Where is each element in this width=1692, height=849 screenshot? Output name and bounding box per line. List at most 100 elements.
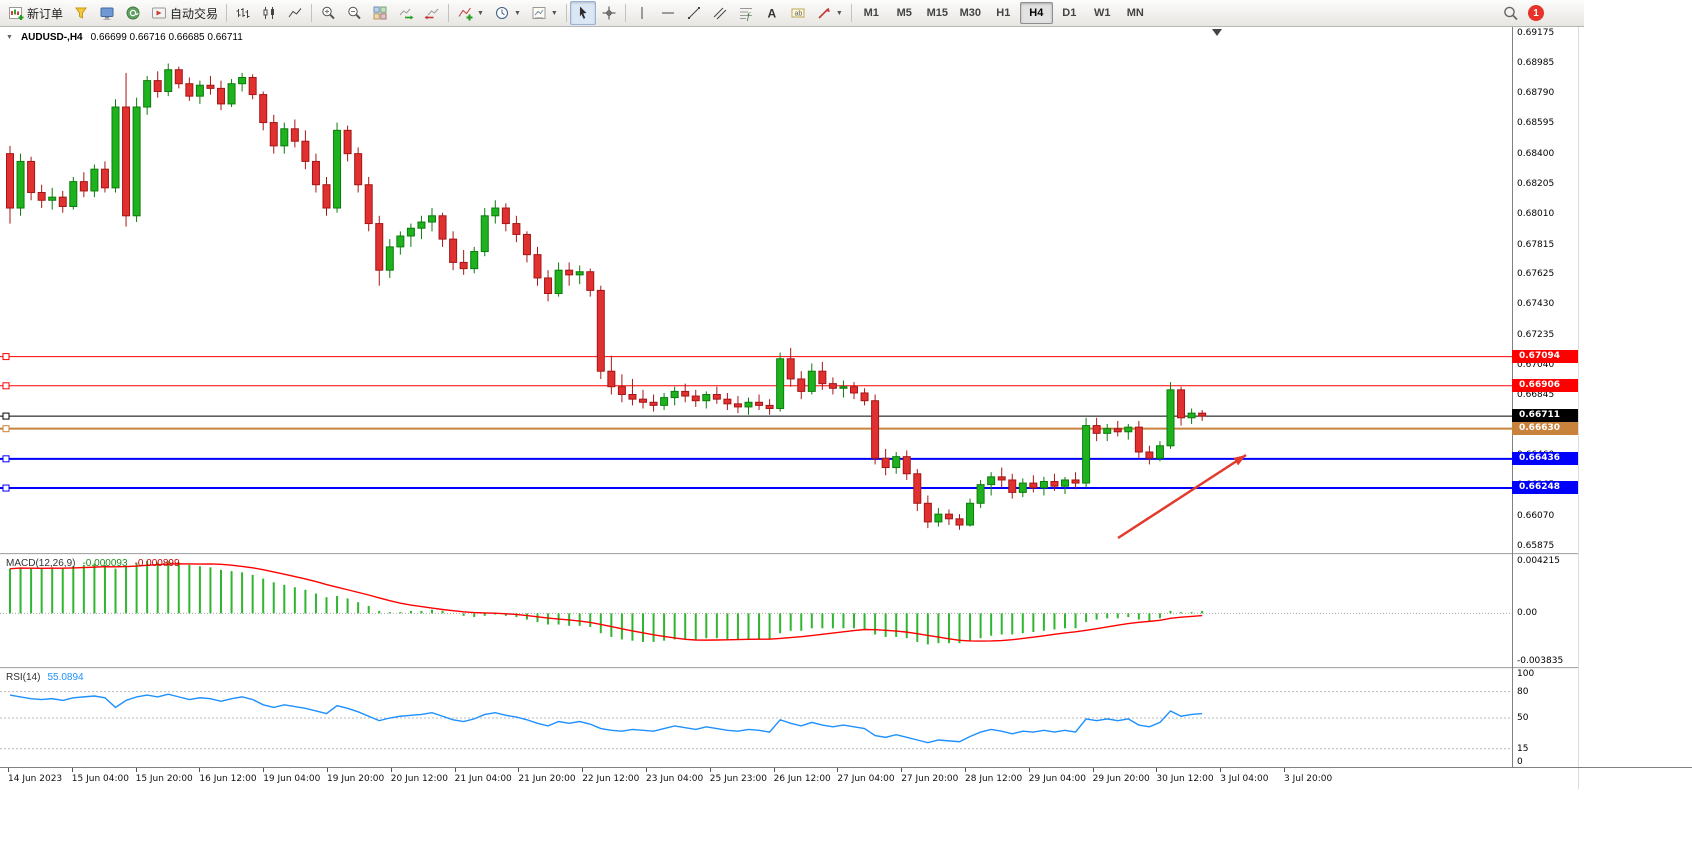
tile-windows-button[interactable]: [367, 1, 393, 25]
time-label: 28 Jun 12:00: [965, 774, 1023, 784]
price-scale-label: 0.69175: [1517, 28, 1555, 39]
time-label: 21 Jun 04:00: [454, 774, 512, 784]
candlestick-chart-button[interactable]: [256, 1, 282, 25]
main-price-chart[interactable]: [0, 27, 1512, 553]
svg-text:f: f: [747, 11, 751, 21]
chevron-down-icon: ▼: [835, 9, 843, 17]
line-handle[interactable]: [2, 484, 10, 492]
notification-badge[interactable]: 1: [1528, 5, 1544, 21]
timeframe-h1[interactable]: H1: [996, 7, 1011, 19]
community-icon: [126, 6, 140, 20]
panel-separator[interactable]: [0, 667, 1578, 669]
line-handle[interactable]: [2, 425, 10, 433]
time-label: 3 Jul 04:00: [1220, 774, 1269, 784]
time-label: 20 Jun 12:00: [390, 774, 448, 784]
time-axis[interactable]: 14 Jun 2023 15 Jun 04:00 15 Jun 20:00 16 Ju…: [0, 767, 1692, 817]
chevron-down-icon: ▼: [550, 9, 558, 17]
bar-chart-button[interactable]: [230, 1, 256, 25]
timeframe-m15[interactable]: M15: [926, 7, 948, 19]
price-scale-label: 0.66070: [1517, 510, 1555, 521]
channel-tool-button[interactable]: [707, 1, 733, 25]
metaeditor-button[interactable]: [68, 1, 94, 25]
time-tick: [646, 768, 647, 772]
cursor-button[interactable]: [569, 1, 596, 25]
time-tick: [1028, 768, 1030, 772]
templates-button[interactable]: ▼: [526, 1, 563, 25]
community-button[interactable]: [120, 1, 146, 25]
time-label: 19 Jun 20:00: [327, 774, 385, 784]
arrows-tool-button[interactable]: ▼: [811, 1, 848, 25]
panel-separator[interactable]: [0, 553, 1578, 555]
toolbar-separator: [226, 4, 228, 22]
timeframe-d1[interactable]: D1: [1062, 7, 1077, 19]
crosshair-button[interactable]: [596, 1, 622, 25]
zoom-in-button[interactable]: [315, 1, 341, 25]
chart-shift-button[interactable]: [419, 1, 445, 25]
metaeditor-icon: [75, 7, 87, 19]
window-right-edge: [1578, 27, 1579, 789]
line-handle[interactable]: [2, 353, 10, 361]
price-scale[interactable]: 0.69175 0.68985 0.68790 0.68595 0.68400 0.682…: [1512, 27, 1579, 789]
time-label: 21 Jun 20:00: [518, 774, 576, 784]
auto-scroll-button[interactable]: [393, 1, 419, 25]
time-tick: [965, 768, 966, 772]
time-tick: [8, 768, 9, 772]
line-handle[interactable]: [2, 455, 10, 463]
channel-icon: [713, 7, 727, 20]
chart-title: ▼ AUDUSD-,H4 0.66699 0.66716 0.66685 0.6…: [6, 32, 243, 43]
rsi-name: RSI(14): [6, 672, 41, 683]
price-scale-divider: [1512, 27, 1513, 767]
price-scale-label: 0.68985: [1517, 57, 1555, 68]
trendline-icon: [687, 7, 700, 19]
price-tag: 0.66248: [1512, 481, 1579, 495]
trend-arrow[interactable]: [1117, 453, 1247, 540]
auto-trading-button[interactable]: 自动交易: [146, 1, 223, 25]
fibonacci-tool-button[interactable]: f: [733, 1, 759, 25]
line-handle[interactable]: [2, 412, 10, 420]
rsi-scale-label: 80: [1517, 686, 1529, 697]
timeframe-w1[interactable]: W1: [1094, 7, 1111, 19]
time-label: 25 Jun 23:00: [709, 774, 767, 784]
zoom-out-button[interactable]: [341, 1, 367, 25]
timeframe-mn[interactable]: MN: [1126, 7, 1144, 19]
price-tag: 0.66630: [1512, 421, 1579, 435]
toolbar-separator: [448, 4, 450, 22]
vertical-line-tool-button[interactable]: [629, 1, 655, 25]
chart-window: ▼ AUDUSD-,H4 0.66699 0.66716 0.66685 0.6…: [0, 27, 1692, 849]
line-handle[interactable]: [2, 382, 10, 390]
auto-trading-label: 自动交易: [170, 6, 219, 21]
timeframe-h4[interactable]: H4: [1019, 2, 1053, 24]
search-icon[interactable]: [1502, 5, 1519, 22]
market-watch-button[interactable]: [94, 1, 120, 25]
one-click-trading-expander[interactable]: ▼: [6, 34, 13, 41]
indicators-icon: [458, 7, 473, 21]
new-order-button[interactable]: 新订单: [3, 1, 68, 25]
macd-panel[interactable]: [0, 555, 1512, 667]
line-chart-button[interactable]: [282, 1, 308, 25]
timeframe-m1[interactable]: M1: [863, 7, 879, 19]
bar-chart-icon: [236, 8, 250, 18]
timeframe-m30[interactable]: M30: [959, 7, 981, 19]
toolbar-separator: [311, 4, 313, 22]
time-tick: [263, 768, 265, 772]
text-tool-button[interactable]: A: [759, 1, 785, 25]
market-watch-icon: [100, 7, 114, 20]
crosshair-icon: [602, 6, 616, 20]
timeframe-m5[interactable]: M5: [896, 7, 912, 19]
chart-shift-marker[interactable]: [1212, 29, 1222, 36]
trendline-tool-button[interactable]: [681, 1, 707, 25]
time-label: 23 Jun 04:00: [646, 774, 704, 784]
indicators-button[interactable]: ▼: [452, 1, 489, 25]
clock-icon: [495, 7, 508, 19]
chevron-down-icon: ▼: [477, 9, 484, 17]
toolbar-separator: [624, 4, 626, 22]
periods-button[interactable]: ▼: [489, 1, 526, 25]
macd-name: MACD(12,26,9): [6, 558, 76, 569]
text-label-tool-button[interactable]: ab: [785, 1, 811, 25]
price-scale-label: 0.66845: [1517, 390, 1555, 401]
symbol-period-label: AUDUSD-,H4: [20, 32, 83, 43]
toolbar-separator: [850, 4, 852, 22]
horizontal-line-tool-button[interactable]: [655, 1, 681, 25]
time-tick: [454, 768, 456, 772]
rsi-panel[interactable]: [0, 669, 1512, 767]
